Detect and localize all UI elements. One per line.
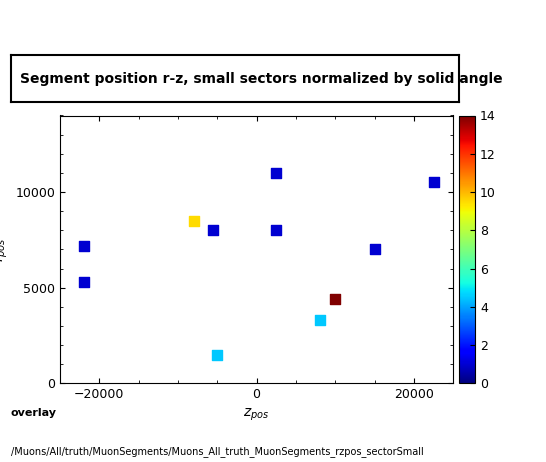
X-axis label: $\mathit{z}_{\mathit{pos}}$: $\mathit{z}_{\mathit{pos}}$ — [244, 407, 270, 423]
Point — [79, 278, 88, 286]
Point — [272, 227, 281, 234]
Point — [429, 179, 438, 186]
Point — [209, 227, 218, 234]
Text: /Muons/All/truth/MuonSegments/Muons_All_truth_MuonSegments_rzpos_sectorSmall: /Muons/All/truth/MuonSegments/Muons_All_… — [11, 446, 424, 457]
Text: Segment position r-z, small sectors normalized by solid angle: Segment position r-z, small sectors norm… — [20, 72, 502, 85]
Point — [272, 169, 281, 176]
Point — [370, 246, 379, 253]
Text: overlay: overlay — [11, 408, 57, 418]
Y-axis label: $\mathit{r}_{\mathit{pos}}$: $\mathit{r}_{\mathit{pos}}$ — [0, 237, 10, 262]
Point — [79, 242, 88, 249]
Point — [189, 217, 198, 225]
Point — [213, 351, 222, 359]
Point — [331, 296, 340, 303]
Point — [315, 316, 324, 324]
